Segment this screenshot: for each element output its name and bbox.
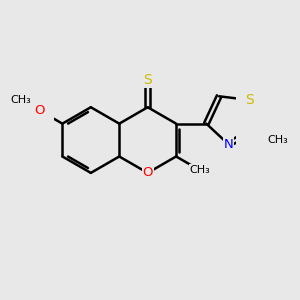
Text: CH₃: CH₃ <box>10 94 31 104</box>
Text: N: N <box>224 138 233 151</box>
Text: CH₃: CH₃ <box>267 135 288 145</box>
Text: CH₃: CH₃ <box>189 165 210 175</box>
Text: S: S <box>143 73 152 87</box>
Text: S: S <box>245 93 254 107</box>
Text: O: O <box>142 167 153 179</box>
Text: O: O <box>34 104 44 117</box>
